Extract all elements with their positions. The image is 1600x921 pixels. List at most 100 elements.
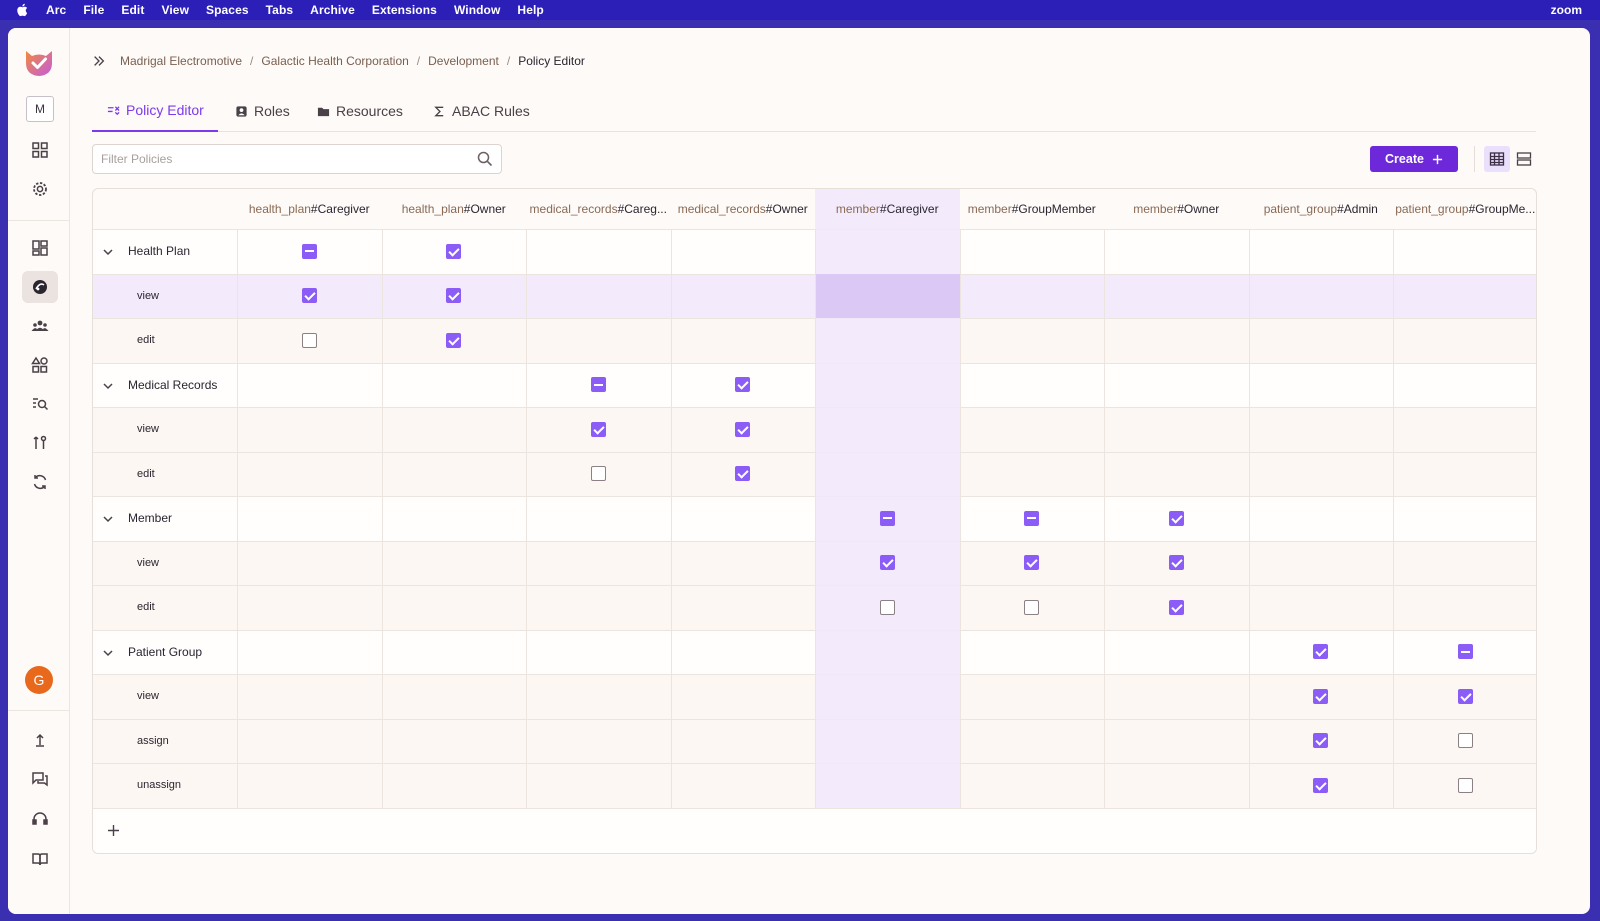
list-view-button[interactable] [1511,146,1537,172]
checkbox-unchecked[interactable] [590,466,606,482]
checkbox-unchecked[interactable] [879,599,895,615]
column-header[interactable]: patient_group # Admin [1249,189,1394,229]
audit-search-icon[interactable] [22,388,58,420]
checkbox-checked[interactable] [446,332,462,348]
column-header[interactable]: member # Caregiver [815,189,960,229]
filter-policies-input[interactable] [93,145,453,173]
column-header-resource: patient_group [1263,202,1338,216]
checkbox-checked[interactable] [301,288,317,304]
column-header[interactable]: health_plan # Caregiver [237,189,382,229]
zoom-status[interactable]: zoom [1550,3,1582,17]
sync-icon[interactable] [22,466,58,498]
action-row [93,318,1536,363]
column-header-resource: member [967,202,1012,216]
chat-icon[interactable] [22,763,58,795]
menu-file[interactable]: File [83,3,105,17]
checkbox-checked[interactable] [1313,688,1329,704]
create-button[interactable]: Create [1370,146,1458,172]
menu-help[interactable]: Help [517,3,544,17]
checkbox-checked[interactable] [446,288,462,304]
column-header[interactable]: member # GroupMember [960,189,1105,229]
checkbox-checked[interactable] [1313,777,1329,793]
policy-icon[interactable] [22,271,58,303]
column-header[interactable]: patient_group # GroupMe... [1393,189,1536,229]
checkbox-indeterminate[interactable] [879,510,895,526]
menu-archive[interactable]: Archive [310,3,355,17]
filter-policies-field[interactable] [92,144,502,174]
column-header[interactable]: medical_records # Careg... [526,189,671,229]
table-grid-icon [1489,152,1505,166]
checkbox-indeterminate[interactable] [1024,510,1040,526]
menu-edit[interactable]: Edit [121,3,145,17]
user-avatar[interactable]: G [25,666,53,694]
checkbox-checked[interactable] [590,421,606,437]
checkbox-checked[interactable] [1168,555,1184,571]
breadcrumb-item-org[interactable]: Madrigal Electromotive [120,54,243,68]
breadcrumb-item-env[interactable]: Development [428,54,499,68]
column-header-hash: # [1337,202,1344,216]
checkbox-checked[interactable] [1313,644,1329,660]
expand-sidebar-icon[interactable] [92,53,108,69]
checkbox-checked[interactable] [735,421,751,437]
docs-icon[interactable] [22,843,58,875]
checkbox-checked[interactable] [1457,688,1473,704]
menu-window[interactable]: Window [453,3,501,17]
checkbox-unchecked[interactable] [1457,777,1473,793]
tab-abac-rules[interactable]: ABAC Rules [432,90,530,132]
checkbox-checked[interactable] [1024,555,1040,571]
action-name: view [137,690,160,703]
upload-icon[interactable] [22,724,58,756]
checkbox-unchecked[interactable] [1024,599,1040,615]
checkbox-indeterminate[interactable] [590,377,606,393]
checkbox-indeterminate[interactable] [301,243,317,259]
resource-name: Patient Group [128,644,203,659]
checkbox-checked[interactable] [1168,510,1184,526]
menu-app[interactable]: Arc [46,3,67,17]
sidebar-divider [8,220,70,221]
chevron-down-icon[interactable] [102,245,114,257]
chevron-down-icon[interactable] [102,646,114,658]
app-logo-icon[interactable] [22,45,56,79]
checkbox-checked[interactable] [1313,733,1329,749]
checkbox-checked[interactable] [446,243,462,259]
chevron-down-icon[interactable] [102,379,114,391]
workspace-switcher[interactable]: M [26,96,54,122]
column-divider [815,229,816,808]
opal-icon[interactable] [22,427,58,459]
checkbox-checked[interactable] [879,555,895,571]
checkbox-checked[interactable] [735,466,751,482]
grid-view-button[interactable] [1484,146,1510,172]
menu-view[interactable]: View [161,3,189,17]
breadcrumb-item-project[interactable]: Galactic Health Corporation [261,54,409,68]
apple-icon[interactable] [16,3,28,17]
support-icon[interactable] [22,803,58,835]
projects-icon[interactable] [22,232,58,264]
action-name: edit [137,467,155,480]
action-name: unassign [137,779,182,792]
menu-extensions[interactable]: Extensions [371,3,437,17]
add-resource-plus-icon[interactable] [106,823,121,838]
checkbox-indeterminate[interactable] [1457,644,1473,660]
column-header-resource: medical_records [529,202,618,216]
resource-name: Medical Records [128,377,218,392]
chevron-down-icon[interactable] [102,512,114,524]
macos-menubar: Arc File Edit View Spaces Tabs Archive E… [0,0,1600,20]
tab-roles[interactable]: Roles [234,90,290,132]
menu-tabs[interactable]: Tabs [265,3,294,17]
checkbox-unchecked[interactable] [301,332,317,348]
search-icon[interactable] [477,151,493,167]
column-header[interactable]: medical_records # Owner [671,189,816,229]
shapes-icon[interactable] [22,349,58,381]
settings-icon[interactable] [22,173,58,205]
menu-spaces[interactable]: Spaces [206,3,249,17]
users-icon[interactable] [22,310,58,342]
checkbox-unchecked[interactable] [1457,733,1473,749]
checkbox-checked[interactable] [1168,599,1184,615]
tab-resources[interactable]: Resources [316,90,403,132]
dashboard-icon[interactable] [22,134,58,166]
column-header[interactable]: health_plan # Owner [382,189,527,229]
checkbox-checked[interactable] [735,377,751,393]
tab-label: Roles [254,103,290,119]
column-header[interactable]: member # Owner [1104,189,1249,229]
tab-policy-editor[interactable]: Policy Editor [92,90,218,132]
